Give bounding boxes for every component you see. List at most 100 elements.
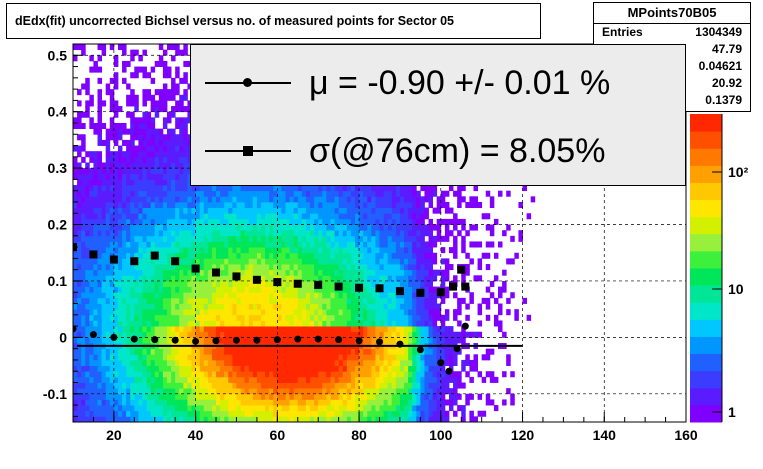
heat-cell <box>265 241 270 248</box>
heat-cell <box>122 218 127 225</box>
heat-cell <box>126 399 131 406</box>
heat-cell <box>301 365 307 372</box>
heat-cell <box>314 326 319 333</box>
heat-cell <box>158 376 164 383</box>
heat-cell <box>113 326 119 333</box>
heat-cell <box>404 326 409 333</box>
heat-cell <box>342 416 348 422</box>
heat-cell <box>265 405 270 412</box>
heat-cell <box>97 224 103 231</box>
heat-cell <box>236 405 241 412</box>
heat-cell <box>158 309 164 316</box>
heat-cell <box>150 410 156 417</box>
heat-cell <box>391 359 397 366</box>
heat-cell <box>318 185 323 192</box>
heat-cell <box>81 173 86 180</box>
heat-cell <box>240 230 246 237</box>
heat-cell <box>350 241 356 248</box>
heat-cell <box>101 173 107 180</box>
heat-cell <box>105 320 111 327</box>
heat-cell <box>138 416 143 422</box>
heat-cell <box>220 309 225 316</box>
heat-cell <box>248 185 254 192</box>
heat-cell <box>211 241 217 248</box>
heat-cell <box>138 320 143 327</box>
heat-cell <box>77 179 82 186</box>
heat-cell <box>395 359 401 366</box>
heat-cell <box>126 247 131 254</box>
heat-cell <box>338 230 344 237</box>
heat-cell <box>134 134 139 141</box>
heat-cell <box>322 297 327 304</box>
heat-cell <box>387 388 393 395</box>
heat-cell <box>265 314 270 321</box>
heat-cell <box>211 303 217 310</box>
heat-cell <box>138 145 143 152</box>
heat-cell <box>146 337 152 344</box>
heat-cell <box>224 185 229 192</box>
heat-cell <box>113 162 119 169</box>
heat-cell <box>85 207 90 214</box>
heat-cell <box>113 399 119 406</box>
heat-cell <box>142 235 147 242</box>
heat-cell <box>203 371 209 378</box>
heat-cell <box>154 326 160 333</box>
heat-cell <box>179 196 184 203</box>
heat-cell <box>248 371 254 378</box>
heat-cell <box>322 405 327 412</box>
heat-cell <box>183 309 188 316</box>
heat-cell <box>154 168 160 175</box>
heat-cell <box>391 309 397 316</box>
heat-cell <box>420 410 425 417</box>
heat-cell <box>354 326 360 333</box>
heat-cell <box>89 173 94 180</box>
heat-cell <box>158 258 164 265</box>
heat-cell <box>150 128 156 135</box>
heat-cell <box>359 359 364 366</box>
heat-cell <box>371 365 376 372</box>
heat-cell <box>216 264 221 271</box>
heat-cell <box>89 207 94 214</box>
heat-cell <box>395 348 401 355</box>
heat-cell <box>383 224 389 231</box>
heat-cell <box>391 235 397 242</box>
heat-cell <box>412 410 417 417</box>
heat-cell <box>240 376 246 383</box>
heat-cell <box>395 371 401 378</box>
heat-cell <box>318 382 323 389</box>
heat-cell <box>269 376 274 383</box>
heat-cell <box>150 162 156 169</box>
heat-cell <box>224 247 229 254</box>
heat-cell <box>408 264 413 271</box>
heat-cell <box>256 354 262 361</box>
heat-cell <box>326 264 331 271</box>
heat-cell <box>150 303 156 310</box>
heat-cell <box>216 224 221 231</box>
heat-cell <box>150 224 156 231</box>
heat-cell <box>211 354 217 361</box>
heat-cell <box>101 44 107 51</box>
heat-cell <box>117 258 123 265</box>
heat-cell <box>179 162 184 169</box>
heat-cell <box>81 382 86 389</box>
heat-cell <box>338 405 344 412</box>
heat-cell <box>273 185 278 192</box>
heat-cell <box>342 280 348 287</box>
heat-cell <box>289 326 295 333</box>
heat-cell <box>408 275 413 282</box>
heat-cell <box>305 326 311 333</box>
heat-cell <box>412 264 417 271</box>
heat-cell <box>89 405 94 412</box>
heat-cell <box>101 280 107 287</box>
heat-cell <box>383 258 389 265</box>
heat-cell <box>338 354 344 361</box>
heat-cell <box>326 230 331 237</box>
heat-cell <box>342 354 348 361</box>
heat-cell <box>138 280 143 287</box>
heat-cell <box>395 230 401 237</box>
heat-cell <box>252 326 258 333</box>
heat-cell <box>162 106 168 113</box>
heat-cell <box>363 185 368 192</box>
heat-cell <box>89 280 94 287</box>
heat-cell <box>248 348 254 355</box>
